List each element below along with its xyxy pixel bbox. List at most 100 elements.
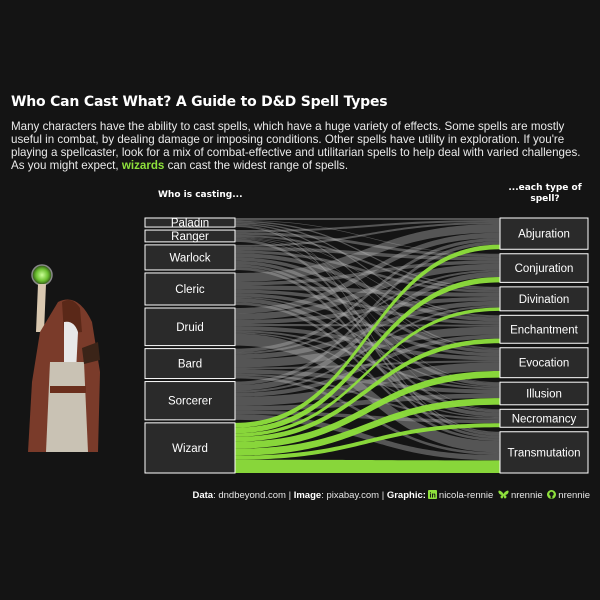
source-node-wizard [144, 422, 236, 474]
chart-title: Who Can Cast What? A Guide to D&D Spell … [11, 94, 388, 110]
chart-subtitle: Many characters have the ability to cast… [11, 120, 593, 172]
link-bard-evocation [235, 360, 500, 370]
link-druid-illusion [235, 330, 500, 390]
link-druid-necromancy [235, 332, 500, 418]
link-ranger-evocation [235, 237, 500, 350]
source-node-druid [144, 307, 236, 347]
link-wizard-evocation [235, 371, 500, 449]
linkedin-icon: in [427, 490, 437, 502]
source-node-ranger [144, 229, 236, 243]
target-node-enchantment [499, 314, 589, 344]
link-warlock-illusion [235, 260, 500, 387]
link-cleric-conjuration [235, 260, 500, 286]
link-druid-enchantment [235, 324, 500, 327]
source-node-label-bard: Bard [178, 359, 202, 371]
caption: Data: dndbeyond.com | Image: pixabay.com… [0, 490, 590, 502]
link-bard-enchantment [235, 326, 500, 368]
link-sorcerer-conjuration [235, 271, 500, 391]
link-wizard-conjuration [235, 277, 500, 434]
target-node-label-necromancy: Necromancy [512, 413, 577, 425]
target-node-label-enchantment: Enchantment [510, 324, 579, 336]
source-node-label-cleric: Cleric [175, 284, 205, 296]
link-ranger-conjuration [235, 232, 500, 258]
caption-bluesky[interactable]: nrennie [510, 490, 543, 501]
link-warlock-evocation [235, 257, 500, 354]
source-node-cleric [144, 272, 236, 306]
link-ranger-illusion [235, 238, 500, 383]
subtitle-highlight: wizards [121, 159, 165, 172]
link-paladin-necromancy [235, 224, 500, 410]
link-paladin-conjuration [235, 220, 500, 255]
link-wizard-enchantment [235, 338, 500, 442]
source-node-label-paladin: Paladin [171, 218, 209, 230]
link-ranger-abjuration [235, 219, 500, 233]
link-paladin-abjuration [235, 218, 500, 221]
link-ranger-divination [235, 234, 500, 291]
link-wizard-abjuration [235, 244, 500, 428]
target-node-label-illusion: Illusion [526, 388, 562, 400]
link-druid-transmutation [235, 333, 500, 453]
link-warlock-enchantment [235, 253, 500, 322]
target-node-evocation [499, 347, 589, 379]
target-node-conjuration [499, 253, 589, 283]
target-node-label-divination: Divination [519, 294, 570, 306]
source-node-label-wizard: Wizard [172, 443, 208, 455]
target-node-transmutation [499, 431, 589, 474]
caption-data-label: Data [192, 490, 214, 501]
link-druid-conjuration [235, 263, 500, 320]
link-cleric-abjuration [235, 223, 500, 283]
source-node-label-ranger: Ranger [171, 231, 209, 243]
svg-text:in: in [429, 492, 435, 499]
target-node-label-evocation: Evocation [519, 358, 570, 370]
links-highlight [235, 244, 500, 473]
source-node-bard [144, 348, 236, 380]
source-node-label-sorcerer: Sorcerer [168, 396, 212, 408]
link-wizard-transmutation [235, 459, 500, 473]
link-druid-evocation [235, 326, 500, 361]
caption-image-label: Image [293, 490, 322, 501]
link-bard-divination [235, 300, 500, 360]
link-cleric-illusion [235, 296, 500, 388]
link-sorcerer-transmutation [235, 414, 500, 461]
link-warlock-divination [235, 250, 500, 293]
target-node-illusion [499, 381, 589, 406]
link-bard-necromancy [235, 373, 500, 420]
caption-graphic-label: Graphic: [386, 490, 426, 501]
link-cleric-enchantment [235, 289, 500, 325]
target-node-label-transmutation: Transmutation [507, 447, 580, 459]
link-wizard-divination [235, 307, 500, 437]
source-node-label-druid: Druid [176, 322, 203, 334]
source-node-label-warlock: Warlock [169, 252, 210, 264]
link-warlock-conjuration [235, 246, 500, 261]
link-bard-abjuration [235, 237, 500, 353]
right-column-header-line2: spell? [530, 194, 559, 204]
caption-github[interactable]: nrennie [558, 490, 590, 501]
bluesky-icon [498, 490, 509, 502]
subtitle-text: Many characters have the ability to cast… [11, 120, 581, 172]
link-druid-abjuration [235, 232, 500, 314]
link-warlock-abjuration [235, 221, 500, 247]
link-bard-transmutation [235, 375, 500, 456]
caption-linkedin[interactable]: nicola-rennie [438, 490, 494, 501]
link-wizard-illusion [235, 398, 500, 456]
link-warlock-necromancy [235, 264, 500, 413]
caption-data-value: : dndbeyond.com | [213, 490, 294, 501]
link-sorcerer-enchantment [235, 334, 500, 397]
link-ranger-enchantment [235, 237, 500, 318]
left-column-header: Who is casting... [158, 190, 243, 200]
link-sorcerer-divination [235, 305, 500, 393]
source-node-warlock [144, 244, 236, 271]
link-bard-conjuration [235, 269, 500, 355]
wizard-illustration [0, 262, 125, 466]
caption-image-value: : pixabay.com | [321, 490, 387, 501]
source-node-sorcerer [144, 381, 236, 421]
link-sorcerer-abjuration [235, 241, 500, 386]
target-node-necromancy [499, 408, 589, 428]
link-cleric-evocation [235, 293, 500, 357]
source-node-paladin [144, 217, 236, 228]
link-paladin-divination [235, 220, 500, 289]
link-bard-illusion [235, 369, 500, 394]
target-node-divination [499, 286, 589, 312]
